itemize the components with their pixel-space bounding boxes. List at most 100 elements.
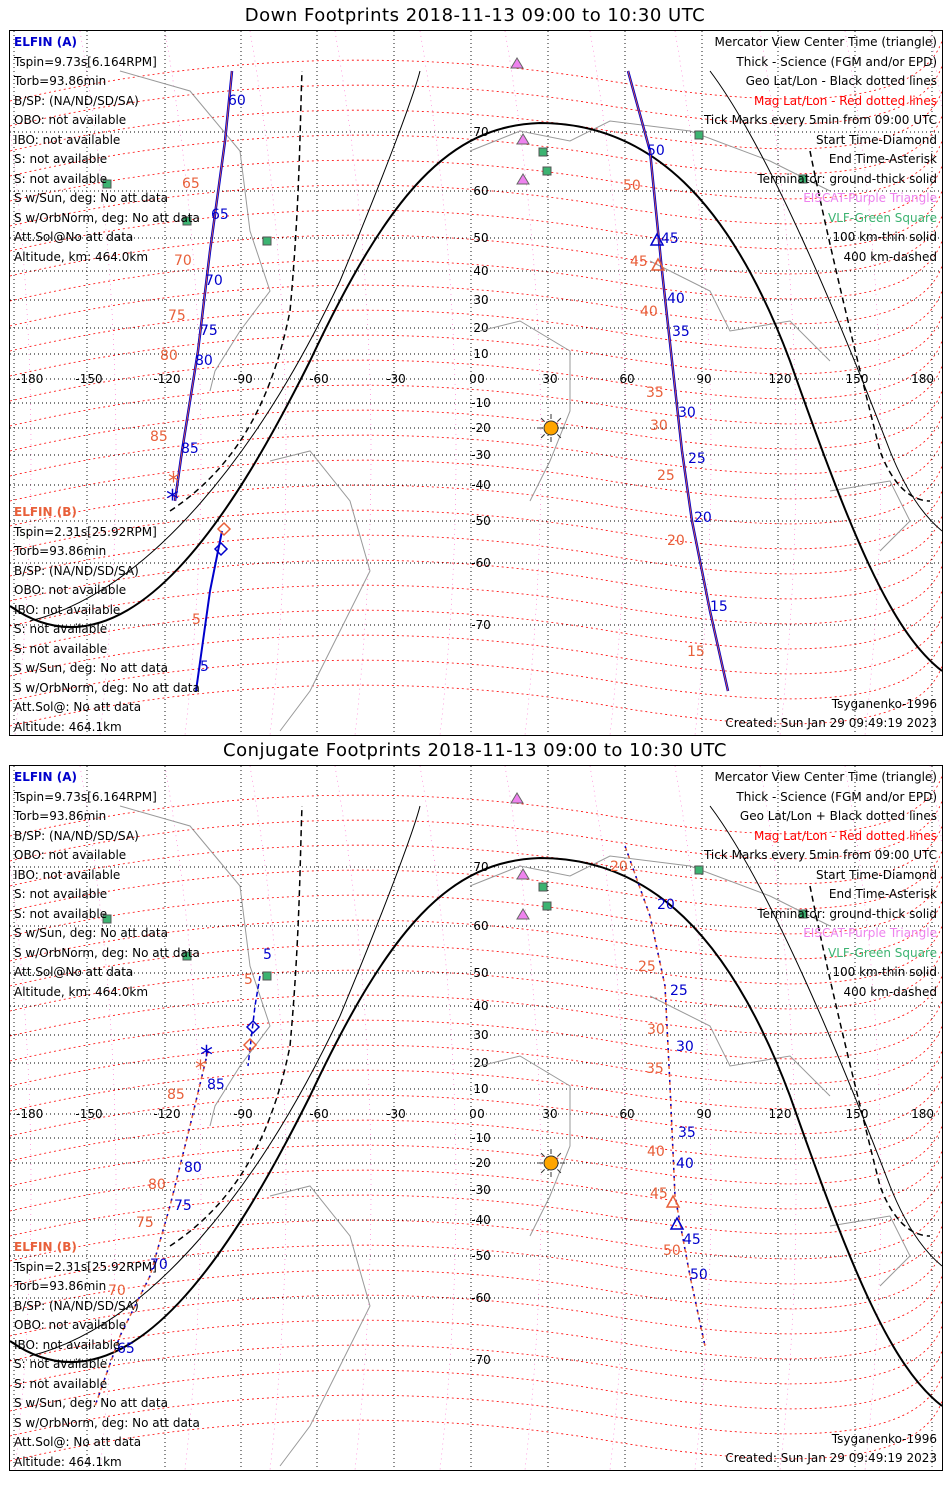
sc-a-line: Torb=93.86min bbox=[14, 809, 107, 823]
mag-lat-line bbox=[10, 515, 942, 577]
lon-label: 60 bbox=[619, 1107, 634, 1121]
lat-label: 40 bbox=[473, 999, 488, 1013]
lat-label: 0 bbox=[477, 1107, 485, 1121]
sc-b-line: S: not available bbox=[14, 1376, 108, 1391]
sc-b-line: Tspin=2.31s[25.92RPM] bbox=[14, 1259, 157, 1274]
lat-label: 10 bbox=[473, 347, 488, 361]
lat-label: -20 bbox=[471, 1156, 491, 1170]
sun-ray bbox=[540, 1152, 545, 1157]
lon-label: 120 bbox=[769, 1107, 792, 1121]
lon-label: -60 bbox=[309, 1107, 329, 1121]
lat-label: -10 bbox=[471, 1131, 491, 1145]
mag-lat-line bbox=[10, 265, 942, 327]
mag-lat-line bbox=[10, 900, 942, 962]
lon-label: 30 bbox=[542, 1107, 557, 1121]
center-time-triangle bbox=[669, 1216, 685, 1230]
mag-lat-line bbox=[10, 165, 942, 227]
sc-b-line: IBO: not available bbox=[14, 602, 121, 617]
mag-lat-line bbox=[10, 1100, 942, 1162]
sc-a-tick-label: 25 bbox=[688, 451, 706, 467]
mag-lat-line bbox=[10, 590, 942, 652]
lon-label: 120 bbox=[769, 372, 792, 386]
mag-lat-line bbox=[10, 540, 942, 602]
coastline bbox=[269, 450, 371, 732]
sc-a-tick-label: 20 bbox=[657, 897, 675, 913]
lat-label: -30 bbox=[471, 448, 491, 462]
coastline bbox=[829, 480, 911, 552]
coastline bbox=[469, 855, 831, 927]
sc-a-line: S w/OrbNorm, deg: No att data bbox=[14, 945, 200, 960]
sun-ray bbox=[540, 1169, 545, 1174]
sc-a-tick-label: 35 bbox=[678, 1125, 696, 1141]
model-label: Tsyganenko-1996 bbox=[831, 697, 937, 711]
mag-lon-line bbox=[504, 31, 542, 735]
sc-a-tick-label: 80 bbox=[195, 353, 213, 369]
sc-b-line: Altitude: 464.1km bbox=[14, 1454, 122, 1469]
sc-b-tick-label: 35 bbox=[646, 385, 664, 401]
mag-lat-line bbox=[10, 850, 942, 912]
lat-label: 50 bbox=[473, 966, 488, 980]
lat-label: 30 bbox=[473, 1028, 488, 1042]
mag-lat-line bbox=[10, 340, 942, 402]
sc-a-tick-label: 60 bbox=[228, 93, 246, 109]
sc-a-line: IBO: not available bbox=[14, 132, 121, 147]
mag-lat-line bbox=[10, 290, 942, 352]
lon-label: -60 bbox=[309, 372, 329, 386]
vlf-marker bbox=[182, 951, 192, 961]
mag-lon-line bbox=[164, 766, 202, 1470]
sc-a-line: S: not available bbox=[14, 171, 108, 186]
map-canvas-conjugate: -180 -150 -120 -90 -60 -30 0 30 60 90 120 150 180 70 6… bbox=[10, 766, 942, 1470]
lon-label: -90 bbox=[233, 372, 253, 386]
map-panel-conjugate: -180 -150 -120 -90 -60 -30 0 30 60 90 120 150 180 70 6… bbox=[9, 765, 943, 1471]
eiscat-marker bbox=[516, 173, 530, 185]
sc-a-tick-label: 5 bbox=[200, 659, 209, 675]
terminator-100km bbox=[709, 805, 942, 1267]
sc-a-tick-label: 30 bbox=[676, 1039, 694, 1055]
sc-b-line: S: not available bbox=[14, 622, 108, 636]
lat-label: -70 bbox=[471, 618, 491, 632]
mag-lon-line bbox=[79, 31, 117, 735]
lon-label: -120 bbox=[153, 1107, 180, 1121]
lon-label: 0 bbox=[469, 1107, 477, 1121]
coastline bbox=[649, 995, 831, 1097]
coastline bbox=[119, 70, 271, 392]
mag-lon-line bbox=[419, 31, 457, 735]
lat-label: -60 bbox=[471, 1291, 491, 1305]
map-canvas-down: -180 -150 -120 -90 -60 -30 0 30 60 90 120 150 180706… bbox=[10, 31, 942, 735]
mag-lat-line bbox=[10, 40, 942, 102]
lon-label: 150 bbox=[846, 1107, 869, 1121]
sc-b-line: IBO: not available bbox=[14, 1337, 121, 1352]
sc-b-tick-label: 30 bbox=[650, 418, 668, 434]
mag-lon-line bbox=[249, 766, 287, 1470]
eiscat-marker bbox=[516, 908, 530, 920]
sc-b-tick-label: 65 bbox=[182, 176, 200, 192]
sc-a-line: OBO: not available bbox=[14, 113, 127, 127]
vlf-marker bbox=[538, 147, 548, 157]
sc-b-tick-label: 30 bbox=[647, 1022, 665, 1038]
sc-a-line: Torb=93.86min bbox=[14, 74, 107, 88]
lat-label: -50 bbox=[471, 514, 491, 528]
lat-label: 30 bbox=[473, 293, 488, 307]
legend-item: Mercator View Center Time (triangle) bbox=[714, 770, 937, 784]
mag-lat-line bbox=[10, 1225, 942, 1287]
legend-item: Terminator: ground-thick solid bbox=[757, 171, 937, 186]
mag-lon-line bbox=[844, 766, 882, 1470]
mag-lat-line bbox=[10, 1175, 942, 1237]
sun-ray bbox=[557, 417, 562, 422]
legend-item: Tick Marks every 5min from 09:00 UTC bbox=[703, 113, 937, 127]
sc-b-tick-label: 70 bbox=[108, 1283, 126, 1299]
sun-ray bbox=[540, 434, 545, 439]
eiscat-marker bbox=[510, 792, 524, 804]
start-time-diamond bbox=[216, 521, 232, 537]
sun-icon bbox=[543, 1155, 559, 1171]
created-label: Created: Sun Jan 29 09:49:19 2023 bbox=[725, 1451, 937, 1465]
lat-label: -40 bbox=[471, 1213, 491, 1227]
mag-lon-line bbox=[674, 31, 712, 735]
mag-lat-line bbox=[10, 90, 942, 152]
lat-label: -50 bbox=[471, 1249, 491, 1263]
sc-b-name: ELFIN (B) bbox=[14, 1240, 77, 1254]
sc-b-line: Torb=93.86min bbox=[14, 1279, 107, 1293]
legend: Mercator View Center Time (triangle) Thi… bbox=[704, 768, 937, 1002]
sc-a-tick-label: 35 bbox=[672, 324, 690, 340]
lat-label: -10 bbox=[471, 396, 491, 410]
